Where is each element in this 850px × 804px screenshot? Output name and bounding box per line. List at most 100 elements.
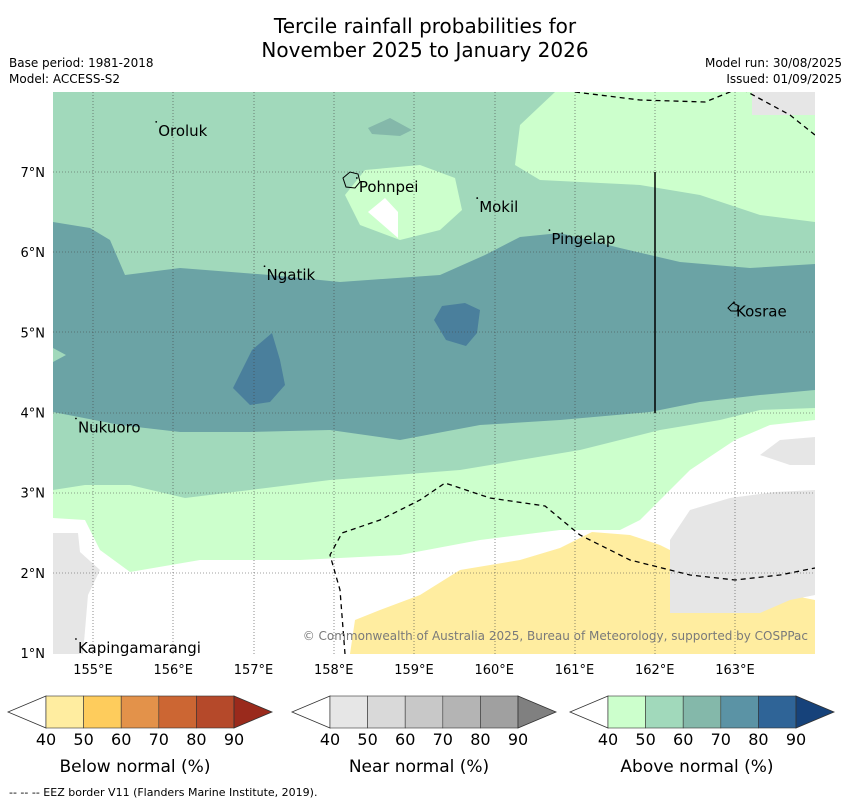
near-normal-patch-sw: [53, 533, 100, 654]
colorbar-segment: [720, 695, 759, 729]
colorbar-label: Near normal (%): [349, 757, 489, 777]
colorbar-tick-label: 80: [470, 730, 490, 749]
place-marker: [263, 265, 266, 268]
colorbar: 40 50 60 70 80 90 Above normal (%): [568, 695, 836, 777]
map-title-line2: November 2025 to January 2026: [261, 38, 589, 62]
eez-border: [329, 92, 815, 654]
place-label: Kosrae: [736, 302, 787, 320]
lat-tick-label: 1°N: [21, 647, 46, 662]
lon-tick-label: 156°E: [153, 663, 193, 678]
colorbar-segment: [367, 695, 406, 729]
colorbar-tick-label: 40: [36, 730, 56, 749]
colorbar-start-triangle: [568, 695, 609, 729]
colorbar: 40 50 60 70 80 90 Below normal (%): [6, 695, 274, 777]
lon-tick-label: 160°E: [474, 663, 514, 678]
colorbar-tick-label: 60: [111, 730, 131, 749]
pohnpei-island: [342, 171, 361, 189]
place-label: Pohnpei: [359, 178, 419, 196]
place-label: Mokil: [479, 198, 518, 216]
colorbar-segment: [404, 695, 444, 729]
place-marker: [75, 417, 77, 420]
colorbar-tick-label: 90: [508, 730, 528, 749]
above-60-patch-north: [368, 118, 412, 136]
lat-tick-label: 3°N: [21, 487, 46, 502]
model-name: Model: ACCESS-S2: [9, 72, 121, 86]
lat-tick-label: 5°N: [21, 326, 46, 341]
kosrae-island: [727, 302, 740, 312]
above-70-patch-central: [434, 303, 480, 346]
colorbar-segment: [158, 695, 197, 729]
lon-tick-label: 159°E: [394, 663, 434, 678]
lat-tick-label: 6°N: [21, 246, 46, 261]
colorbar-segment: [196, 695, 235, 729]
place-marker: [355, 177, 358, 179]
colorbar-tick-label: 60: [395, 730, 415, 749]
eez-footnote: -- -- -- EEZ border V11 (Flanders Marine…: [9, 786, 318, 799]
meta-left: Base period: 1981-2018 Model: ACCESS-S2: [9, 55, 154, 87]
colorbar-segment: [645, 695, 684, 729]
place-marker: [75, 638, 77, 640]
near-normal-patch-se: [670, 490, 815, 613]
colorbar-segment: [120, 695, 160, 729]
colorbar-tick-label: 80: [186, 730, 206, 749]
meta-right: Model run: 30/08/2025 Issued: 01/09/2025: [705, 55, 842, 87]
colorbar-segment: [442, 695, 481, 729]
colorbar-end-triangle: [233, 695, 274, 729]
place-label: Nukuoro: [78, 419, 141, 437]
lat-tick-label: 2°N: [21, 567, 46, 582]
colorbar-segment: [83, 695, 122, 729]
lon-tick-label: 158°E: [314, 663, 354, 678]
place-label: Kapingamarangi: [78, 639, 201, 657]
colorbar-end-triangle: [795, 695, 836, 729]
issued-date: Issued: 01/09/2025: [726, 72, 842, 86]
place-labels: Oroluk Pohnpei Mokil Pingelap Ngatik Kosrae Nu…: [75, 121, 787, 657]
colorbar-tick-label: 90: [786, 730, 806, 749]
colorbar-tick-label: 70: [433, 730, 453, 749]
colorbar-end-triangle: [517, 695, 558, 729]
colorbar-start-triangle: [6, 695, 47, 729]
colorbar-tick-label: 50: [357, 730, 377, 749]
place-marker: [476, 197, 479, 199]
colorbar-start-triangle: [290, 695, 331, 729]
colorbar-tick-label: 70: [711, 730, 731, 749]
lon-tick-label: 155°E: [73, 663, 113, 678]
colorbar-segment: [682, 695, 722, 729]
near-normal-patch-ne: [752, 92, 815, 115]
lat-tick-label: 7°N: [21, 166, 46, 181]
colorbar-segment: [758, 695, 797, 729]
colorbar-tick-label: 50: [73, 730, 93, 749]
colorbar-tick-label: 50: [635, 730, 655, 749]
place-marker: [155, 121, 158, 123]
copyright-notice: © Commonwealth of Australia 2025, Bureau…: [303, 629, 808, 643]
colorbar-tick-label: 70: [149, 730, 169, 749]
below-40-region: [350, 532, 815, 654]
colorbar-tick-label: 40: [320, 730, 340, 749]
map-title-line1: Tercile rainfall probabilities for: [273, 14, 577, 38]
lon-tick-label: 157°E: [234, 663, 274, 678]
colorbar: 40 50 60 70 80 90 Near normal (%): [290, 695, 558, 777]
base-period: Base period: 1981-2018: [9, 56, 154, 70]
above-40-pohnpei-region: [345, 165, 462, 240]
longitude-ticks: 155°E 156°E 157°E 158°E 159°E 160°E 161°E 162°E…: [73, 663, 755, 678]
place-label: Ngatik: [267, 266, 316, 284]
place-label: Oroluk: [158, 122, 207, 140]
near-normal-pohnpei-patch: [368, 198, 398, 238]
colorbar-segment: [329, 695, 368, 729]
lon-tick-label: 161°E: [555, 663, 595, 678]
map-title: Tercile rainfall probabilities for Novem…: [0, 14, 850, 62]
colorbar-label: Below normal (%): [60, 757, 211, 777]
colorbar-segment: [480, 695, 519, 729]
model-run: Model run: 30/08/2025: [704, 56, 842, 70]
near-normal-patch-east: [760, 437, 815, 465]
map-area: [53, 92, 815, 654]
gridlines: [53, 92, 815, 654]
lon-tick-label: 163°E: [715, 663, 755, 678]
colorbar-segment: [45, 695, 84, 729]
latitude-ticks: 7°N 6°N 5°N 4°N 3°N 2°N 1°N: [21, 166, 46, 662]
colorbar-segment: [607, 695, 646, 729]
above-70-patch-west: [233, 333, 285, 405]
colorbar-label: Above normal (%): [620, 757, 773, 777]
place-label: Pingelap: [551, 230, 615, 248]
